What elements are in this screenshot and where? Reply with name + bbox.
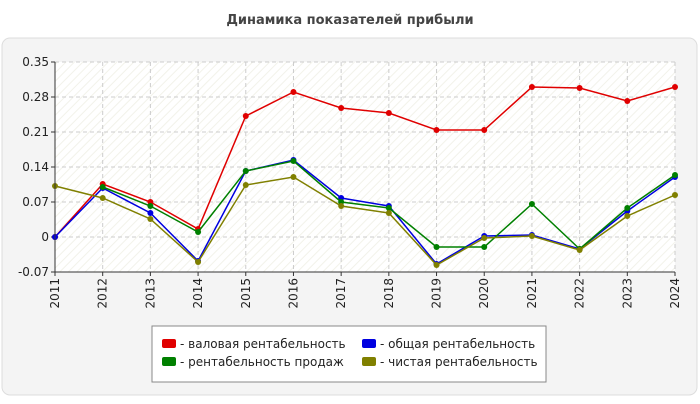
legend-label: - чистая рентабельность: [380, 355, 538, 369]
point: [624, 213, 631, 219]
x-tick-label: 2023: [620, 278, 634, 309]
point: [576, 85, 583, 91]
point: [433, 127, 440, 133]
point: [242, 113, 249, 119]
point: [290, 158, 297, 164]
point: [147, 210, 154, 216]
x-tick-label: 2021: [525, 278, 539, 309]
point: [481, 235, 488, 241]
point: [290, 89, 297, 95]
series-line: [54, 159, 676, 265]
point: [385, 210, 392, 216]
series-line: [54, 176, 676, 266]
series-line: [54, 86, 676, 238]
point: [672, 84, 678, 90]
point: [195, 259, 202, 265]
point: [624, 98, 631, 104]
point: [624, 205, 631, 211]
point: [99, 184, 106, 190]
x-tick-label: 2017: [334, 278, 348, 309]
point: [672, 192, 678, 198]
x-tick-label: 2011: [48, 278, 62, 309]
point: [242, 168, 249, 174]
x-tick-label: 2013: [143, 278, 157, 309]
x-tick-label: 2012: [96, 278, 110, 309]
point: [147, 203, 154, 209]
x-tick-label: 2020: [477, 278, 491, 309]
point: [672, 172, 678, 178]
point: [433, 244, 440, 250]
legend: [151, 325, 547, 383]
x-tick-label: 2016: [286, 278, 300, 309]
legend-swatch: [362, 357, 376, 366]
point: [338, 105, 345, 111]
series: [52, 84, 678, 268]
x-tick-label: 2015: [239, 278, 253, 309]
point: [528, 201, 535, 207]
y-tick-label: 0: [41, 230, 49, 244]
y-tick-label: 0.35: [22, 55, 49, 69]
y-tick-label: -0.07: [18, 265, 49, 279]
x-tick-label: 2014: [191, 278, 205, 309]
y-tick-label: 0.21: [22, 125, 49, 139]
x-tick-label: 2022: [573, 278, 587, 309]
legend-items: - валовая рентабельность - общая рентабел…: [162, 337, 538, 369]
legend-label: - общая рентабельность: [380, 337, 535, 351]
point: [338, 203, 345, 209]
point: [99, 195, 106, 201]
point: [290, 174, 297, 180]
point: [528, 233, 535, 239]
point: [528, 84, 535, 90]
point: [481, 244, 488, 250]
y-tick-label: 0.14: [22, 160, 49, 174]
point: [576, 247, 583, 253]
y-tick-label: 0.28: [22, 90, 49, 104]
point: [433, 262, 440, 268]
x-tick-label: 2018: [382, 278, 396, 309]
legend-label: - валовая рентабельность: [180, 337, 346, 351]
legend-swatch: [162, 357, 176, 366]
point: [481, 127, 488, 133]
chart-title: Динамика показателей прибыли: [226, 13, 473, 28]
legend-swatch: [362, 339, 376, 348]
point: [385, 110, 392, 116]
point: [195, 229, 202, 235]
point: [147, 216, 154, 222]
point: [242, 182, 249, 188]
x-tick-label: 2024: [668, 278, 682, 309]
x-tick-label: 2019: [430, 278, 444, 309]
y-tick-label: 0.07: [22, 195, 49, 209]
legend-label: - рентабельность продаж: [180, 355, 344, 369]
point: [385, 205, 392, 211]
legend-swatch: [162, 339, 176, 348]
